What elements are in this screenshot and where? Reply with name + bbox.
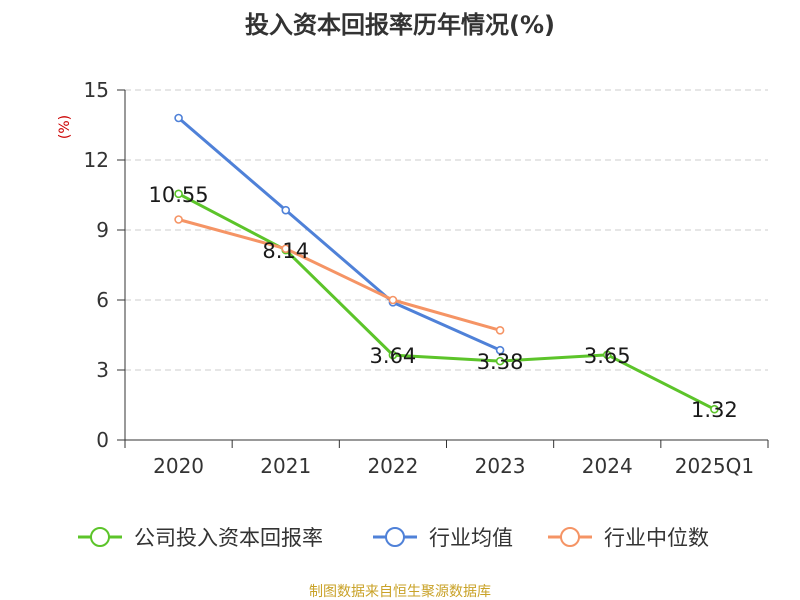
x-tick-label: 2025Q1 bbox=[675, 454, 754, 478]
data-point bbox=[710, 404, 719, 414]
y-tick-label: 12 bbox=[84, 148, 109, 172]
y-axis-label: (%) bbox=[57, 115, 73, 139]
legend-label: 公司投入资本回报率 bbox=[134, 526, 323, 550]
y-tick-label: 3 bbox=[96, 358, 109, 382]
legend-label: 行业均值 bbox=[429, 526, 513, 550]
data-labels: 10.55 8.14 3.64 3.38 3.65 1.32 bbox=[149, 183, 738, 422]
data-point bbox=[495, 326, 505, 335]
data-label: 1.32 bbox=[691, 398, 738, 422]
x-tick-label: 2021 bbox=[260, 454, 311, 478]
x-tick-label: 2020 bbox=[153, 454, 204, 478]
data-label: 8.14 bbox=[262, 239, 309, 263]
legend-label: 行业中位数 bbox=[604, 526, 709, 550]
legend-item-1[interactable]: 公司投入资本回报率 bbox=[78, 526, 323, 550]
data-label: 10.55 bbox=[149, 183, 209, 207]
series-line-3 bbox=[178, 218, 501, 332]
legend[interactable]: 公司投入资本回报率 行业均值 行业中位数 bbox=[78, 526, 709, 550]
data-point bbox=[495, 345, 505, 355]
y-tick-label: 6 bbox=[96, 288, 109, 312]
data-point bbox=[174, 113, 183, 123]
data-point bbox=[388, 350, 398, 360]
data-point bbox=[174, 215, 183, 224]
data-point bbox=[602, 350, 612, 360]
source-note: 制图数据来自恒生聚源数据库 bbox=[309, 584, 491, 600]
data-point bbox=[281, 205, 291, 215]
legend-marker bbox=[560, 527, 580, 547]
data-point bbox=[388, 295, 398, 305]
data-label: 3.65 bbox=[584, 344, 631, 368]
data-point bbox=[281, 244, 291, 253]
data-label: 3.38 bbox=[477, 350, 524, 374]
grid bbox=[125, 89, 768, 371]
data-label: 3.64 bbox=[370, 344, 417, 368]
data-point bbox=[495, 356, 505, 366]
x-tick-label: 2022 bbox=[367, 454, 418, 478]
y-tick-label: 0 bbox=[96, 428, 109, 452]
y-tick-label: 15 bbox=[84, 78, 109, 102]
data-point bbox=[174, 189, 183, 199]
axes: 0 3 6 9 12 15 2020 2021 2022 2023 2024 2025Q1 bbox=[84, 78, 769, 478]
legend-marker bbox=[385, 527, 405, 547]
chart-title: 投入资本回报率历年情况(%) bbox=[245, 11, 555, 39]
series-line-1 bbox=[177, 192, 716, 411]
y-tick-label: 9 bbox=[96, 218, 109, 242]
series-layer bbox=[174, 113, 719, 414]
series-line-2 bbox=[177, 116, 501, 352]
x-tick-label: 2023 bbox=[475, 454, 526, 478]
legend-item-3[interactable]: 行业中位数 bbox=[548, 526, 709, 550]
legend-marker bbox=[90, 527, 110, 547]
legend-item-2[interactable]: 行业均值 bbox=[373, 526, 513, 550]
x-tick-label: 2024 bbox=[582, 454, 633, 478]
